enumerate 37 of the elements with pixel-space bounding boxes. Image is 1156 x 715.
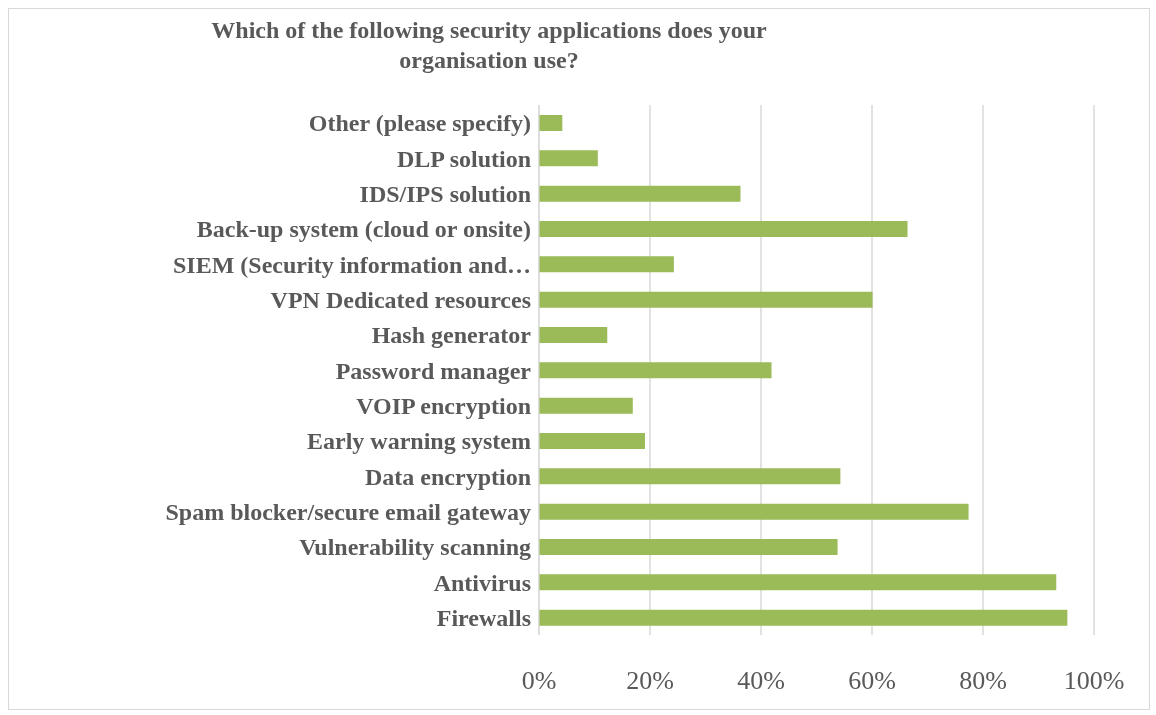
y-tick-label: Data encryption <box>365 463 531 490</box>
bar <box>539 256 674 273</box>
bar <box>539 185 741 202</box>
bar <box>539 468 841 485</box>
bar <box>539 433 646 449</box>
bar <box>539 503 969 520</box>
y-tick-label: SIEM (Security information and… <box>172 251 531 278</box>
y-tick-label: Vulnerability scanning <box>299 534 531 561</box>
chart-title: Which of the following security applications does your organisation use? <box>210 16 768 75</box>
x-tick-label: 80% <box>959 666 1007 696</box>
bar <box>539 574 1057 591</box>
bar <box>539 362 772 379</box>
x-tick-label: 40% <box>737 666 785 696</box>
bar <box>539 609 1068 626</box>
x-tick-label: 60% <box>848 666 896 696</box>
y-tick-label: IDS/IPS solution <box>359 180 531 207</box>
x-tick-label: 0% <box>521 666 557 696</box>
bar <box>539 150 598 167</box>
y-tick-label: Antivirus <box>433 569 531 596</box>
bar <box>539 397 633 414</box>
y-tick-label: Firewalls <box>436 604 531 631</box>
y-tick-label: VOIP encryption <box>356 392 531 419</box>
x-tick-label: 20% <box>626 666 674 696</box>
y-tick-label: VPN Dedicated resources <box>270 286 531 313</box>
x-tick-label: 100% <box>1063 666 1125 696</box>
bar <box>539 115 563 131</box>
bar <box>539 291 873 308</box>
bar <box>539 221 908 237</box>
y-tick-label: Spam blocker/secure email gateway <box>165 498 531 525</box>
y-tick-label: Other (please specify) <box>308 110 531 137</box>
y-tick-label: DLP solution <box>396 145 531 172</box>
bar <box>539 539 838 555</box>
bar <box>539 327 608 343</box>
y-tick-label: Early warning system <box>307 428 531 455</box>
y-tick-label: Back-up system (cloud or onsite) <box>196 216 531 243</box>
y-tick-label: Password manager <box>335 357 532 384</box>
y-tick-label: Hash generator <box>371 322 532 349</box>
